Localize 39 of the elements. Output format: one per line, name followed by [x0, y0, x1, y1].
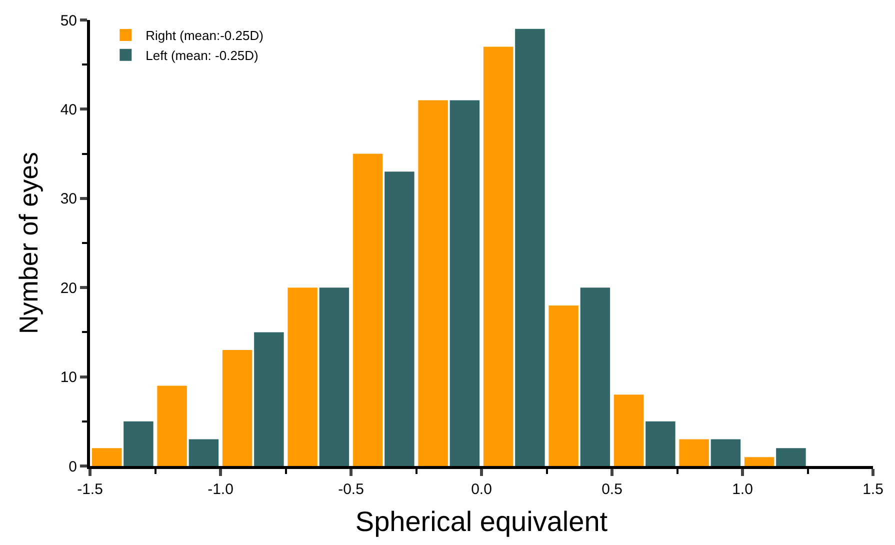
x-tick-label: -0.5 — [338, 481, 364, 498]
bar — [222, 350, 252, 466]
bar — [384, 172, 414, 466]
bar — [124, 421, 154, 466]
x-tick-label: 1.0 — [732, 481, 753, 498]
bar — [580, 288, 610, 466]
x-tick-label: -1.0 — [208, 481, 234, 498]
bar — [614, 394, 644, 466]
bar — [679, 439, 709, 466]
y-tick-label: 40 — [60, 101, 77, 118]
bar — [646, 421, 676, 466]
bar — [188, 439, 219, 466]
legend-label: Right (mean:-0.25D) — [146, 28, 264, 44]
bar — [483, 46, 514, 466]
x-tick-label: 0.5 — [602, 481, 622, 498]
x-tick-label: 0.0 — [471, 481, 492, 498]
bar — [710, 439, 741, 466]
x-axis-title: Spherical equivalent — [355, 506, 608, 538]
y-tick-label: 0 — [68, 458, 77, 476]
y-tick-label: 30 — [60, 190, 77, 208]
bar — [352, 154, 383, 466]
x-tick-label: -1.5 — [77, 481, 103, 498]
bar — [418, 100, 448, 466]
bar — [515, 28, 545, 466]
bar — [92, 448, 122, 466]
bar — [548, 305, 578, 466]
y-tick-label: 20 — [60, 280, 77, 297]
bar — [254, 332, 284, 466]
x-tick-label: 1.5 — [862, 481, 884, 498]
y-tick-label: 10 — [60, 369, 77, 386]
legend-label: Left (mean: -0.25D) — [146, 48, 258, 63]
bar — [776, 448, 806, 466]
bar — [157, 386, 187, 466]
y-axis-title: Nymber of eyes — [14, 152, 44, 334]
y-tick-label: 50 — [60, 12, 77, 30]
bar — [744, 457, 774, 466]
bar — [288, 288, 318, 466]
bar — [450, 100, 480, 466]
bar — [319, 288, 350, 466]
